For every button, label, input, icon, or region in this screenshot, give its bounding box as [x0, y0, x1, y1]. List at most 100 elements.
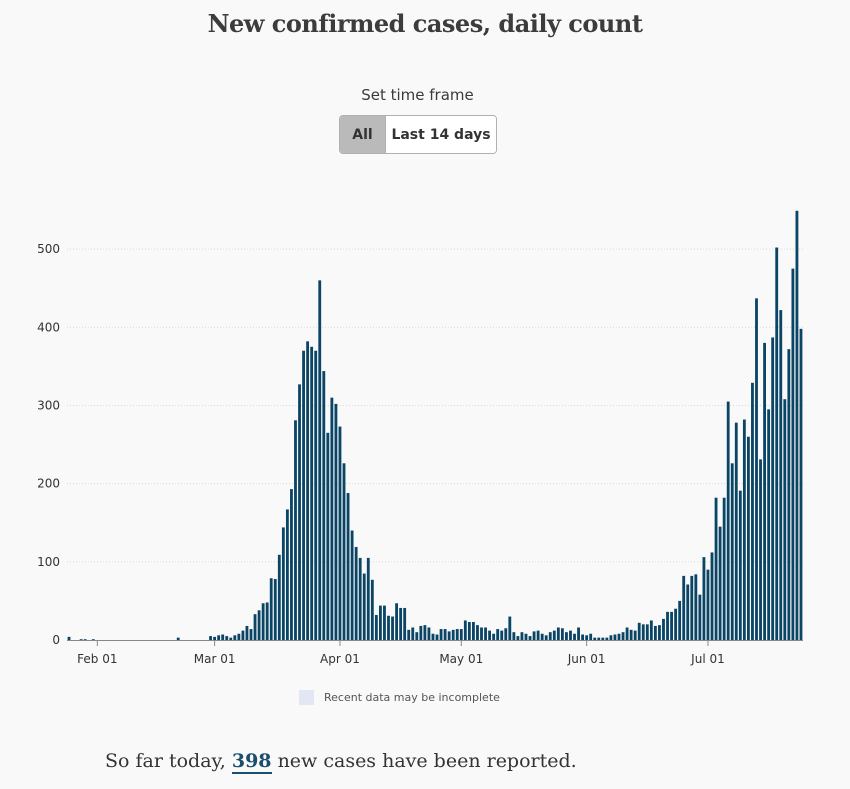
- bar: [277, 554, 281, 640]
- bar: [423, 625, 427, 640]
- bar: [528, 636, 532, 640]
- y-tick-label: 0: [52, 633, 60, 647]
- bar: [362, 573, 366, 640]
- bar: [213, 636, 217, 640]
- bar: [378, 605, 382, 640]
- bar: [411, 627, 415, 640]
- x-tick-label: Jul 01: [690, 652, 725, 666]
- y-tick-label: 100: [37, 555, 60, 569]
- legend-label: Recent data may be incomplete: [324, 691, 500, 704]
- bar: [419, 625, 423, 640]
- bar: [718, 526, 722, 640]
- bar: [759, 459, 762, 640]
- bar: [431, 633, 435, 640]
- bar: [577, 627, 580, 640]
- bar: [751, 382, 754, 640]
- bar: [799, 328, 803, 640]
- bar: [645, 624, 649, 640]
- bar: [775, 247, 779, 640]
- bar: [314, 350, 318, 640]
- bar: [560, 628, 564, 640]
- x-tick-label: Feb 01: [77, 652, 117, 666]
- bar: [229, 637, 233, 640]
- bar: [629, 629, 633, 640]
- bar: [350, 530, 354, 640]
- bar: [83, 639, 87, 640]
- bar: [516, 636, 520, 640]
- bar: [265, 602, 269, 640]
- x-tick-label: Mar 01: [194, 652, 236, 666]
- bar: [492, 633, 496, 640]
- bar: [395, 603, 398, 640]
- bar: [738, 490, 742, 640]
- bar: [484, 627, 487, 640]
- bar: [443, 629, 447, 640]
- bar: [540, 633, 544, 640]
- bar: [686, 584, 690, 640]
- bar: [237, 633, 241, 640]
- bar: [613, 634, 617, 640]
- bar: [249, 629, 253, 640]
- bar: [257, 610, 261, 640]
- bar: [666, 611, 669, 640]
- bar: [649, 620, 653, 640]
- bar: [783, 399, 787, 640]
- bar: [565, 632, 568, 640]
- bar: [658, 625, 661, 640]
- bar: [589, 633, 593, 640]
- bar: [710, 552, 714, 640]
- timeframe-toggle: All Last 14 days: [339, 115, 497, 154]
- bar: [625, 627, 629, 640]
- timeframe-14-days-button[interactable]: Last 14 days: [386, 116, 496, 153]
- bar: [281, 527, 285, 640]
- bar: [451, 629, 455, 640]
- summary-text: So far today, 398 new cases have been re…: [105, 750, 577, 774]
- timeframe-all-button[interactable]: All: [340, 116, 386, 153]
- bar: [698, 594, 702, 640]
- bar: [496, 629, 500, 640]
- bar: [573, 633, 576, 640]
- y-tick-label: 300: [37, 398, 60, 412]
- bar: [302, 350, 305, 640]
- bar: [641, 624, 645, 640]
- bar: [342, 463, 346, 640]
- x-tick-label: Apr 01: [320, 652, 360, 666]
- bar: [730, 463, 734, 640]
- bar: [435, 634, 439, 640]
- bar: [488, 630, 492, 640]
- bar: [476, 625, 479, 640]
- bar: [637, 622, 641, 640]
- bar: [334, 403, 338, 640]
- bar: [593, 637, 597, 640]
- bar: [273, 579, 277, 640]
- bar: [447, 631, 451, 640]
- bar: [742, 419, 746, 640]
- bar: [225, 636, 229, 640]
- bar: [67, 636, 71, 640]
- bar: [294, 420, 297, 640]
- bar: [209, 636, 212, 640]
- bar: [415, 632, 419, 640]
- today-count[interactable]: 398: [231, 750, 272, 774]
- bar: [459, 629, 463, 640]
- bar: [326, 432, 330, 640]
- bar: [306, 341, 310, 640]
- bar: [330, 397, 334, 640]
- daily-cases-bar-chart: 0 100 200 300 400 500 Feb 01 Mar 01 Apr 01 May 01…: [37, 210, 803, 666]
- bar: [767, 409, 771, 640]
- x-tick-label: Jun 01: [567, 652, 606, 666]
- bar: [467, 622, 471, 640]
- bar: [79, 639, 83, 640]
- bar: [322, 371, 326, 640]
- bar: [702, 557, 706, 640]
- bar: [504, 628, 508, 640]
- bar: [358, 557, 362, 640]
- timeframe-label: Set time frame: [361, 86, 474, 104]
- bar: [722, 497, 726, 640]
- bar: [391, 616, 394, 640]
- bar: [532, 631, 536, 640]
- bar: [480, 627, 483, 640]
- bar: [597, 637, 601, 640]
- bar: [779, 310, 783, 640]
- bar: [581, 634, 585, 640]
